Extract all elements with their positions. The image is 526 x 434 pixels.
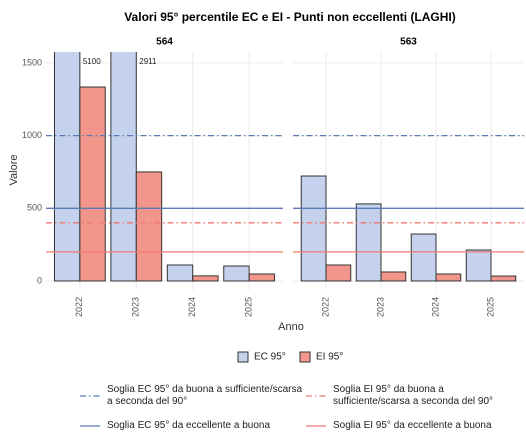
legend-swatch [237, 351, 249, 363]
bar [192, 275, 219, 282]
bar [135, 171, 163, 282]
x-tick-label: 2022 [74, 297, 84, 317]
bar [223, 265, 250, 282]
bar [325, 264, 352, 282]
y-tick-label: 1000 [22, 130, 42, 140]
x-tick-label: 2024 [430, 297, 440, 317]
bar [300, 175, 327, 282]
y-tick-label: 500 [27, 203, 42, 213]
bar [53, 52, 81, 282]
bar [380, 271, 407, 282]
x-tick-label: 2025 [485, 297, 495, 317]
panel-title: 563 [400, 37, 417, 48]
bar [410, 233, 437, 282]
value-label: 5100 [83, 57, 101, 66]
legend-label: EI 95° [316, 352, 343, 363]
bar [166, 264, 194, 282]
panel-title: 564 [156, 37, 173, 48]
x-axis-label: Anno [278, 321, 304, 333]
bar [248, 273, 276, 282]
bar [355, 203, 382, 282]
y-axis-label: Valore [8, 155, 20, 186]
x-tick-label: 2023 [375, 297, 385, 317]
y-tick-label: 0 [37, 275, 42, 285]
bar [465, 249, 492, 282]
legend-label: Soglia EI 95° da eccellente a buona [333, 420, 492, 431]
y-tick-label: 1500 [22, 57, 42, 67]
x-tick-label: 2023 [131, 297, 141, 317]
legend-label: EC 95° [254, 352, 286, 363]
chart-title: Valori 95° percentile EC e EI - Punti no… [124, 10, 456, 24]
legend-label: Soglia EI 95° da buona a sufficiente/sca… [333, 384, 494, 407]
legend-label: Soglia EC 95° da eccellente a buona [107, 420, 271, 431]
bar [490, 275, 517, 282]
legend-label: Soglia EC 95° da buona a sufficiente/sca… [107, 384, 303, 407]
x-tick-label: 2024 [187, 297, 197, 317]
bar [110, 52, 137, 282]
bar [79, 86, 106, 282]
bar [435, 273, 462, 282]
bars [300, 52, 517, 290]
value-label: 2911 [139, 57, 157, 66]
x-tick-label: 2025 [244, 297, 254, 317]
x-tick-label: 2022 [320, 297, 330, 317]
legend-swatch [299, 351, 311, 363]
bars [53, 52, 276, 290]
